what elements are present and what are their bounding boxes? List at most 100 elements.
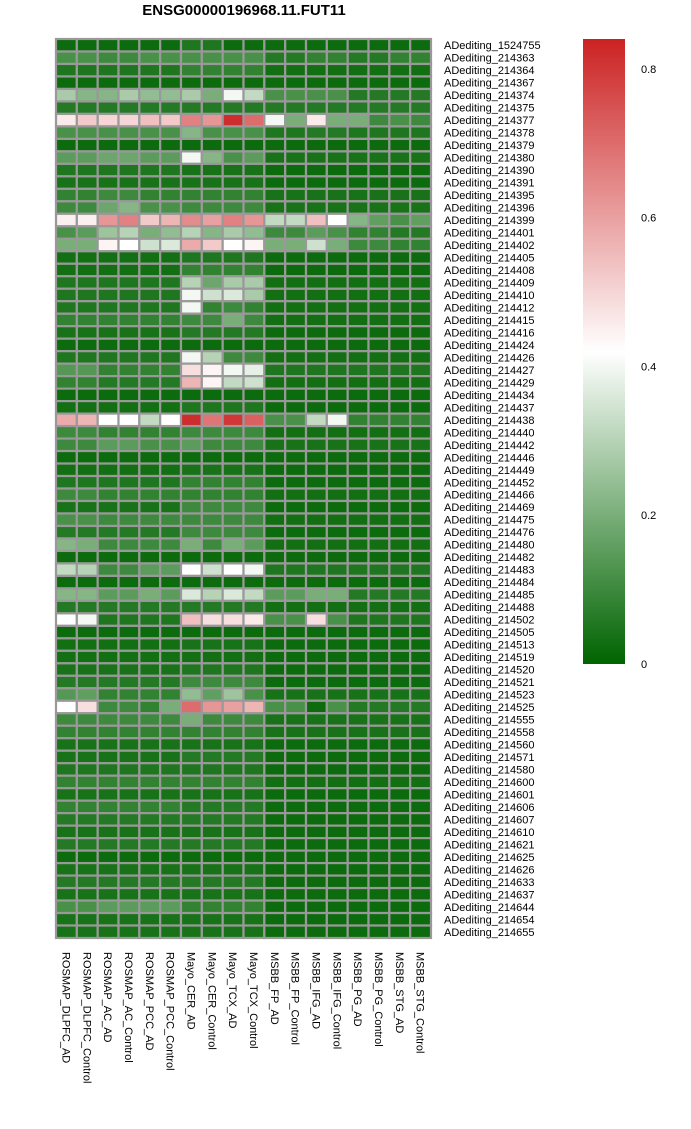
heatmap-cell bbox=[367, 662, 391, 677]
heatmap-cell bbox=[179, 474, 203, 490]
heatmap-cell bbox=[54, 911, 78, 927]
heatmap-cell bbox=[346, 899, 370, 915]
heatmap-cell bbox=[388, 225, 412, 240]
heatmap-cell bbox=[304, 712, 328, 727]
heatmap-cell bbox=[54, 499, 78, 515]
heatmap-cell bbox=[325, 125, 349, 140]
heatmap-cell bbox=[221, 87, 245, 103]
heatmap-cell bbox=[159, 449, 183, 465]
heatmap-cell bbox=[304, 824, 328, 840]
heatmap-cell bbox=[159, 412, 183, 428]
heatmap-cell bbox=[54, 637, 78, 652]
heatmap-cell bbox=[96, 737, 120, 752]
heatmap-cell bbox=[138, 899, 162, 915]
heatmap-cell bbox=[221, 687, 245, 702]
row-label: ADediting_214401 bbox=[444, 228, 535, 240]
heatmap-cell bbox=[325, 899, 349, 915]
heatmap-cell bbox=[242, 125, 266, 140]
heatmap-cell bbox=[346, 112, 370, 128]
heatmap-cell bbox=[284, 649, 308, 665]
heatmap-cell bbox=[138, 312, 162, 328]
heatmap-cell bbox=[304, 474, 328, 490]
heatmap-cell bbox=[367, 699, 391, 715]
heatmap-cell bbox=[242, 749, 266, 765]
row-label: ADediting_214449 bbox=[444, 465, 535, 477]
heatmap-cell bbox=[75, 512, 99, 528]
heatmap-cell bbox=[388, 787, 412, 802]
heatmap-cell bbox=[409, 799, 433, 815]
heatmap-cell bbox=[200, 50, 224, 66]
heatmap-cell bbox=[221, 649, 245, 665]
heatmap-cell bbox=[284, 412, 308, 428]
heatmap-cell bbox=[388, 200, 412, 215]
heatmap-cell bbox=[54, 487, 78, 503]
heatmap-cell bbox=[159, 375, 183, 390]
heatmap-cell bbox=[346, 687, 370, 702]
heatmap-cell bbox=[367, 712, 391, 727]
heatmap-cell bbox=[159, 50, 183, 66]
heatmap-cell bbox=[96, 812, 120, 827]
heatmap-cell bbox=[200, 662, 224, 677]
heatmap-cell bbox=[409, 100, 433, 116]
heatmap-cell bbox=[346, 212, 370, 228]
column-label: ROSMAP_AC_Control bbox=[122, 952, 134, 1063]
row-label: ADediting_214416 bbox=[444, 327, 535, 339]
heatmap-cell bbox=[346, 737, 370, 752]
heatmap-cell bbox=[388, 637, 412, 652]
heatmap-cell bbox=[159, 137, 183, 153]
heatmap-cell bbox=[75, 300, 99, 315]
heatmap-cell bbox=[117, 674, 141, 690]
heatmap-cell bbox=[200, 187, 224, 203]
heatmap-cell bbox=[221, 350, 245, 365]
heatmap-cell bbox=[346, 524, 370, 540]
heatmap-cell bbox=[200, 861, 224, 877]
heatmap-cell bbox=[159, 212, 183, 228]
heatmap-cell bbox=[138, 712, 162, 727]
heatmap-cell bbox=[179, 849, 203, 865]
row-label: ADediting_214580 bbox=[444, 764, 535, 776]
heatmap-cell bbox=[388, 512, 412, 528]
row-label: ADediting_214633 bbox=[444, 877, 535, 889]
heatmap-cell bbox=[138, 225, 162, 240]
heatmap-cell bbox=[284, 712, 308, 727]
row-label: ADediting_214378 bbox=[444, 128, 535, 140]
heatmap-cell bbox=[117, 137, 141, 153]
heatmap-cell bbox=[367, 375, 391, 390]
heatmap-cell bbox=[96, 562, 120, 578]
heatmap-cell bbox=[159, 62, 183, 78]
heatmap-cell bbox=[96, 637, 120, 652]
row-label: ADediting_214513 bbox=[444, 640, 535, 652]
heatmap-cell bbox=[325, 312, 349, 328]
heatmap-cell bbox=[304, 37, 328, 53]
heatmap-cell bbox=[117, 362, 141, 378]
heatmap-cell bbox=[159, 549, 183, 565]
heatmap-cell bbox=[325, 911, 349, 927]
color-legend: 0 0.2 0.4 0.6 0.8 bbox=[583, 39, 656, 671]
heatmap-cell bbox=[75, 87, 99, 103]
column-label: ROSMAP_DLPFC_Control bbox=[80, 952, 92, 1083]
heatmap-cell bbox=[346, 75, 370, 91]
column-label: MSBB_IFG_AD bbox=[309, 952, 321, 1029]
heatmap-cell bbox=[284, 275, 308, 290]
heatmap-cell bbox=[325, 262, 349, 278]
heatmap-cell bbox=[96, 50, 120, 66]
heatmap-cell bbox=[409, 162, 433, 178]
heatmap-cell bbox=[117, 62, 141, 78]
heatmap-cell bbox=[367, 150, 391, 165]
row-label: ADediting_214442 bbox=[444, 440, 535, 452]
heatmap-cell bbox=[75, 649, 99, 665]
heatmap-cell bbox=[159, 424, 183, 440]
heatmap-cell bbox=[96, 262, 120, 278]
heatmap-cell bbox=[179, 449, 203, 465]
heatmap-cell bbox=[138, 250, 162, 265]
heatmap-cell bbox=[221, 924, 245, 940]
heatmap-cell bbox=[367, 549, 391, 565]
heatmap-cell bbox=[179, 62, 203, 78]
heatmap-cell bbox=[242, 849, 266, 865]
heatmap-cell bbox=[284, 87, 308, 103]
heatmap-cell bbox=[242, 787, 266, 802]
heatmap-cell bbox=[346, 562, 370, 578]
heatmap-cell bbox=[117, 387, 141, 403]
heatmap-cell bbox=[54, 62, 78, 78]
heatmap-cell bbox=[75, 175, 99, 190]
